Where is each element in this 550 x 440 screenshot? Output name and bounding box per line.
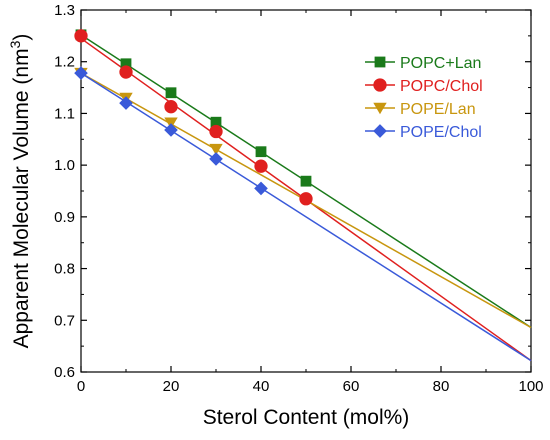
y-axis-title-main: Apparent Molecular Volume (nm — [10, 48, 33, 348]
x-tick-label: 40 — [253, 378, 270, 395]
data-point — [164, 123, 178, 137]
legend-label: POPC+Lan — [400, 55, 481, 72]
legend-marker — [373, 102, 387, 115]
data-point — [119, 65, 133, 79]
x-axis: 0 20 40 60 80 100 — [77, 10, 544, 395]
y-axis-title-close: ) — [10, 34, 33, 41]
x-tick-label: 60 — [343, 378, 360, 395]
data-markers — [74, 29, 313, 206]
legend-label: POPC/Chol — [400, 78, 483, 95]
legend-label: POPE/Chol — [400, 124, 482, 141]
y-axis-title: Apparent Molecular Volume (nm3) — [7, 34, 33, 349]
legend-marker — [373, 124, 387, 138]
y-tick-label: 0.8 — [54, 261, 75, 278]
legend-marker — [373, 78, 387, 92]
data-point — [254, 159, 268, 173]
plot-area — [80, 9, 532, 373]
y-axis-title-sup: 3 — [7, 40, 23, 48]
y-tick-label: 0.9 — [54, 209, 75, 226]
fit-line — [80, 72, 532, 362]
x-tick-label: 0 — [77, 378, 85, 395]
data-point — [74, 66, 88, 80]
data-point — [254, 181, 268, 196]
data-point — [165, 87, 177, 99]
y-tick-label: 0.7 — [54, 312, 75, 329]
legend-label: POPE/Lan — [400, 101, 476, 118]
legend: POPC+Lan POPC/Chol POPE/Lan POPE/Chol — [365, 55, 483, 141]
data-point — [299, 192, 313, 206]
x-tick-label: 20 — [163, 378, 180, 395]
y-tick-label: 0.6 — [54, 364, 75, 381]
y-tick-label: 1.2 — [54, 54, 75, 71]
data-point — [300, 175, 312, 187]
y-axis: 0.6 0.7 0.8 0.9 1.0 1.1 1.2 1.3 — [54, 2, 531, 381]
y-tick-label: 1.1 — [54, 105, 75, 122]
y-tick-label: 1.3 — [54, 2, 75, 19]
data-point — [74, 29, 88, 43]
legend-marker — [374, 56, 386, 68]
data-point — [209, 152, 223, 166]
data-point — [164, 100, 178, 114]
data-point — [209, 143, 223, 156]
y-tick-label: 1.0 — [54, 157, 75, 174]
data-point — [255, 146, 267, 158]
data-point — [209, 124, 223, 139]
data-point — [164, 117, 178, 129]
x-tick-label: 80 — [433, 378, 450, 395]
x-axis-title: Sterol Content (mol%) — [203, 406, 410, 429]
data-point — [119, 96, 133, 110]
x-tick-label: 100 — [518, 378, 543, 395]
